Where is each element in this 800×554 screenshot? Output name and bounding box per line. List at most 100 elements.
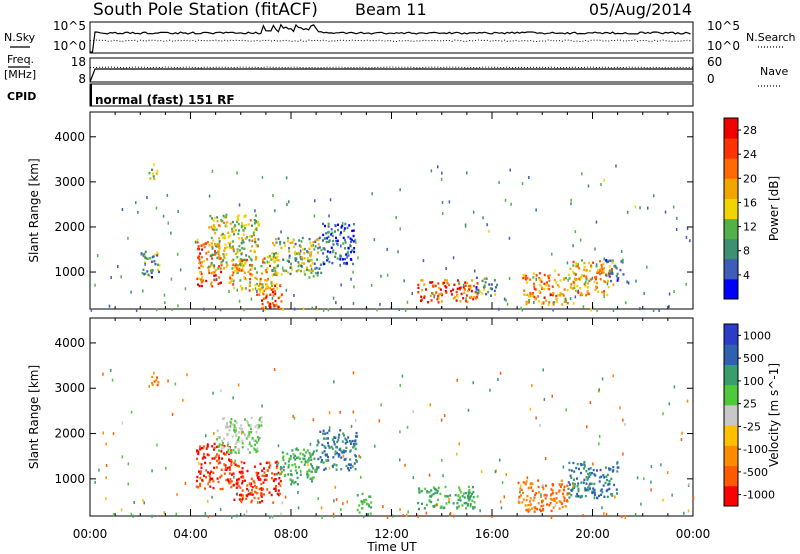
echo-cell xyxy=(431,292,433,295)
echo-cell xyxy=(467,485,470,489)
echo-cell xyxy=(262,297,265,300)
echo-cell xyxy=(265,474,268,477)
echo-cell xyxy=(345,464,348,468)
echo-cell xyxy=(256,447,259,450)
echo-cell xyxy=(153,260,156,263)
echo-cell xyxy=(246,484,249,487)
echo-cell xyxy=(539,278,542,281)
echo-cell xyxy=(225,478,228,482)
echo-cell xyxy=(217,436,220,439)
echo-cell xyxy=(231,278,233,281)
echo-cell xyxy=(608,482,611,486)
echo-cell xyxy=(587,477,589,480)
echo-cell xyxy=(585,278,588,281)
echo-cell xyxy=(335,239,338,243)
echo-cell xyxy=(503,495,505,499)
echo-cell xyxy=(294,259,297,262)
echo-cell xyxy=(537,485,540,489)
echo-cell xyxy=(310,470,313,473)
echo-cell xyxy=(233,279,235,283)
echo-cell xyxy=(328,429,331,432)
echo-cell xyxy=(243,276,245,279)
echo-cell xyxy=(212,480,215,483)
echo-cell xyxy=(275,241,278,244)
echo-cell xyxy=(608,265,611,268)
echo-cell xyxy=(186,373,188,377)
echo-cell xyxy=(227,231,230,234)
echo-cell xyxy=(153,380,156,383)
echo-cell xyxy=(552,506,555,509)
echo-cell xyxy=(467,284,470,288)
echo-cell xyxy=(235,486,238,489)
echo-cell xyxy=(467,491,470,494)
echo-cell xyxy=(380,274,382,278)
echo-cell xyxy=(241,446,244,449)
echo-cell xyxy=(254,490,257,494)
echo-cell xyxy=(386,247,388,251)
sky-noise-strip xyxy=(89,21,694,54)
echo-cell xyxy=(251,493,254,496)
echo-cell xyxy=(156,443,158,447)
echo-cell xyxy=(616,277,619,280)
echo-cell xyxy=(236,288,238,292)
echo-cell xyxy=(240,242,243,245)
echo-cell xyxy=(524,481,527,485)
echo-cell xyxy=(305,266,308,269)
echo-cell xyxy=(527,301,530,304)
echo-cell xyxy=(236,256,239,259)
echo-cell xyxy=(250,482,253,485)
echo-cell xyxy=(418,489,421,492)
echo-cell xyxy=(452,297,455,300)
echo-cell xyxy=(600,268,603,271)
echo-cell xyxy=(553,499,556,502)
echo-cell xyxy=(378,419,381,423)
echo-cell xyxy=(237,447,240,451)
echo-cell xyxy=(244,287,247,290)
echo-cell xyxy=(261,258,264,261)
y-axis-label: Slant Range [km] xyxy=(27,365,41,469)
echo-cell xyxy=(621,261,624,264)
echo-cell xyxy=(296,476,299,480)
echo-cell xyxy=(440,300,443,303)
echo-cell xyxy=(537,491,540,494)
echo-cell xyxy=(313,214,316,218)
echo-cell xyxy=(263,471,266,474)
echo-cell xyxy=(595,275,598,279)
echo-cell xyxy=(162,214,165,218)
echo-cell xyxy=(312,467,315,470)
echo-cell xyxy=(687,509,690,513)
echo-cell xyxy=(526,277,529,280)
echo-cell xyxy=(412,476,415,480)
echo-cell xyxy=(238,237,241,240)
echo-cell xyxy=(567,481,570,484)
echo-cell xyxy=(566,500,569,503)
echo-cell xyxy=(552,308,554,312)
echo-cell xyxy=(272,287,275,291)
echo-cell xyxy=(529,500,531,503)
echo-cell xyxy=(542,368,544,372)
echo-cell xyxy=(522,491,524,495)
echo-cell xyxy=(144,262,146,266)
echo-cell xyxy=(609,275,611,278)
echo-cell xyxy=(598,434,601,438)
echo-cell xyxy=(150,260,153,263)
echo-cell xyxy=(529,291,532,295)
echo-cell xyxy=(581,172,583,176)
echo-cell xyxy=(262,306,265,309)
echo-cell xyxy=(110,368,112,372)
echo-cell xyxy=(220,447,223,450)
echo-cell xyxy=(229,481,232,484)
colorbar-segment xyxy=(724,158,738,179)
echo-cell xyxy=(232,248,235,251)
echo-cell xyxy=(223,444,226,448)
echo-cell xyxy=(598,269,601,273)
echo-cell xyxy=(207,269,210,272)
echo-cell xyxy=(444,279,446,282)
echo-cell xyxy=(575,262,578,266)
echo-cell xyxy=(296,456,298,459)
echo-cell xyxy=(144,250,147,254)
echo-cell xyxy=(318,267,321,270)
echo-cell xyxy=(366,502,369,505)
echo-cell xyxy=(392,514,394,518)
